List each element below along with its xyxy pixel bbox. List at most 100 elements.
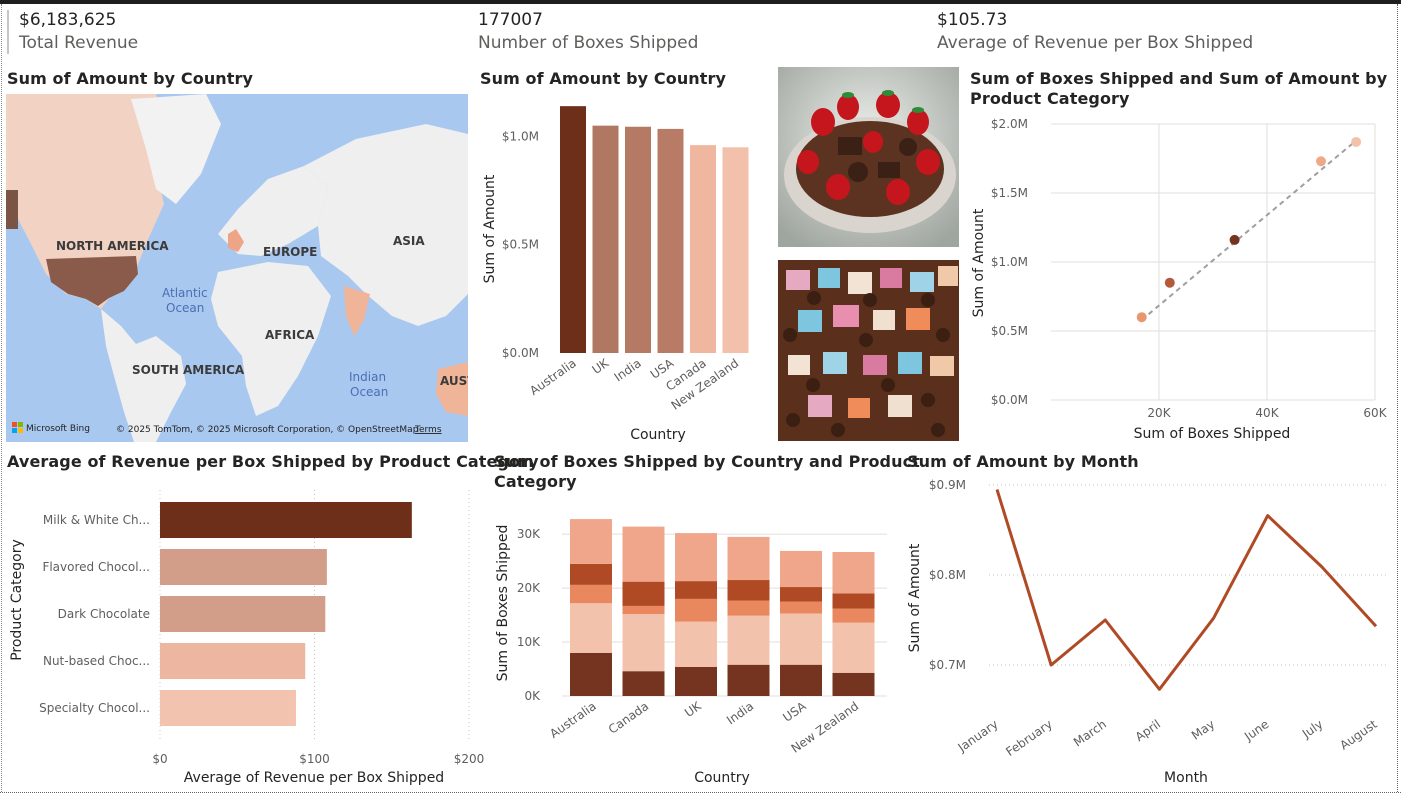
scatter-chart[interactable]: $0.0M $0.5M $1.0M $1.5M $2.0M 20K 40K 60K Sum of… <box>966 108 1396 448</box>
map-terms-link[interactable]: Terms <box>414 425 442 435</box>
y-tick-label: 10K <box>517 635 541 649</box>
hbar-chart[interactable]: $0 $100 $200 Milk & White Ch... Flavored Cho… <box>4 478 488 790</box>
stacked-segment[interactable] <box>780 664 822 696</box>
stacked-segment[interactable] <box>570 563 612 585</box>
stacked-segment[interactable] <box>727 600 770 616</box>
map-label-ocean: Ocean <box>350 385 388 399</box>
stacked-segment[interactable] <box>622 605 665 615</box>
x-tick-label: $0 <box>152 752 167 766</box>
scatter-point[interactable] <box>1136 312 1147 323</box>
scatter-point[interactable] <box>1351 136 1362 147</box>
stacked-chart[interactable]: 0K 10K 20K 30K Australia Canada UK India USA New … <box>492 495 892 791</box>
x-tick-label: Canada <box>606 699 651 737</box>
hbar-bar[interactable] <box>160 502 412 538</box>
x-axis-title: Country <box>694 770 750 786</box>
stacked-segment[interactable] <box>727 580 770 601</box>
scatter-point[interactable] <box>1316 156 1326 167</box>
stacked-segment[interactable] <box>675 598 717 622</box>
uk-shape[interactable] <box>228 229 244 252</box>
bing-logo-text: Microsoft Bing <box>26 424 90 434</box>
scatter-title-line1: Sum of Boxes Shipped and Sum of Amount b… <box>970 69 1388 88</box>
stacked-segment[interactable] <box>832 593 875 609</box>
y-axis-title: Product Category <box>9 539 25 661</box>
x-tick-label: Australia <box>527 356 579 398</box>
australia-shape[interactable] <box>436 362 468 416</box>
x-axis-title: Sum of Boxes Shipped <box>1134 426 1291 442</box>
y-tick-label: $1.0M <box>991 255 1028 269</box>
hbar-bar[interactable] <box>160 549 327 585</box>
bar-usa[interactable] <box>657 128 684 353</box>
scatter-point[interactable] <box>1164 277 1175 288</box>
stacked-segment[interactable] <box>622 526 665 582</box>
stacked-segment[interactable] <box>570 519 612 564</box>
india-shape[interactable] <box>344 286 370 336</box>
stacked-segment[interactable] <box>832 551 875 594</box>
asia-shape <box>304 124 468 326</box>
stacked-segment[interactable] <box>675 533 717 582</box>
hbar-bar[interactable] <box>160 596 326 632</box>
map-label-ocean: Ocean <box>166 301 204 315</box>
y-tick-label: $0.5M <box>502 238 539 252</box>
scatter-point[interactable] <box>1229 234 1240 245</box>
stacked-segment[interactable] <box>675 581 717 599</box>
x-tick-label: USA <box>780 699 809 725</box>
y-tick-label: $2.0M <box>991 117 1028 131</box>
stacked-segment[interactable] <box>675 621 717 667</box>
hbar-bar[interactable] <box>160 643 306 679</box>
stacked-segment[interactable] <box>570 652 612 696</box>
kpi-avg-revenue[interactable]: $105.73 Average of Revenue per Box Shipp… <box>937 8 1253 58</box>
stacked-segment[interactable] <box>780 601 822 614</box>
bar-country-chart[interactable]: $0.0M $0.5M $1.0M Australia UK India USA Canada… <box>478 94 776 444</box>
usa-shape[interactable] <box>46 256 138 306</box>
x-tick-label: 40K <box>1255 406 1279 420</box>
country-map[interactable]: NORTH AMERICA EUROPE ASIA AFRICA SOUTH A… <box>6 94 468 442</box>
kpi-total-revenue[interactable]: $6,183,625 Total Revenue <box>19 8 138 58</box>
bar-australia[interactable] <box>560 106 586 353</box>
bar-india[interactable] <box>625 126 651 353</box>
stacked-segment[interactable] <box>780 550 822 588</box>
x-tick-label: July <box>1299 717 1326 741</box>
x-axis-title: Country <box>630 427 686 443</box>
y-tick-label: Milk & White Ch... <box>43 513 150 527</box>
y-axis-title: Sum of Amount <box>907 543 923 652</box>
stacked-segment[interactable] <box>727 664 770 696</box>
kpi-accent-bar <box>7 10 9 54</box>
stacked-segment[interactable] <box>675 666 717 696</box>
bar-canada[interactable] <box>690 145 716 353</box>
x-tick-label: June <box>1241 717 1271 744</box>
line-svg: $0.7M $0.8M $0.9M January February March April… <box>907 478 1389 786</box>
line-series[interactable] <box>995 489 1378 691</box>
y-tick-label: $0.8M <box>929 568 966 582</box>
stacked-segment[interactable] <box>622 671 665 696</box>
map-label-australia: AUST <box>440 374 468 388</box>
scatter-title-line2: Product Category <box>970 89 1130 108</box>
stacked-segment[interactable] <box>832 672 875 696</box>
stacked-segment[interactable] <box>780 587 822 602</box>
stacked-segment[interactable] <box>832 608 875 623</box>
x-tick-label: UK <box>682 698 705 720</box>
y-tick-label: $0.9M <box>929 478 966 492</box>
y-tick-label: 20K <box>517 581 541 595</box>
stacked-segment[interactable] <box>727 536 770 581</box>
y-tick-label: 0K <box>524 689 541 703</box>
trend-line <box>1141 139 1357 321</box>
stacked-segment[interactable] <box>832 622 875 673</box>
stacked-segment[interactable] <box>727 615 770 665</box>
stacked-segment[interactable] <box>622 581 665 606</box>
stacked-segment[interactable] <box>622 614 665 672</box>
canvas-border-bottom <box>0 792 1401 793</box>
hbar-title: Average of Revenue per Box Shipped by Pr… <box>7 452 539 471</box>
line-chart[interactable]: $0.7M $0.8M $0.9M January February March April… <box>904 476 1392 790</box>
chocolate-gift-boxes-image <box>778 260 959 441</box>
window-top-border <box>0 0 1401 4</box>
stacked-segment[interactable] <box>570 603 612 653</box>
bar-uk[interactable] <box>592 125 619 353</box>
stacked-segment[interactable] <box>780 613 822 665</box>
hbar-bar[interactable] <box>160 690 296 726</box>
y-tick-label: Nut-based Choc... <box>43 654 150 668</box>
kpi-boxes-shipped[interactable]: 177007 Number of Boxes Shipped <box>478 8 698 58</box>
stacked-segment[interactable] <box>570 584 612 604</box>
bar-new-zealand[interactable] <box>722 147 749 353</box>
